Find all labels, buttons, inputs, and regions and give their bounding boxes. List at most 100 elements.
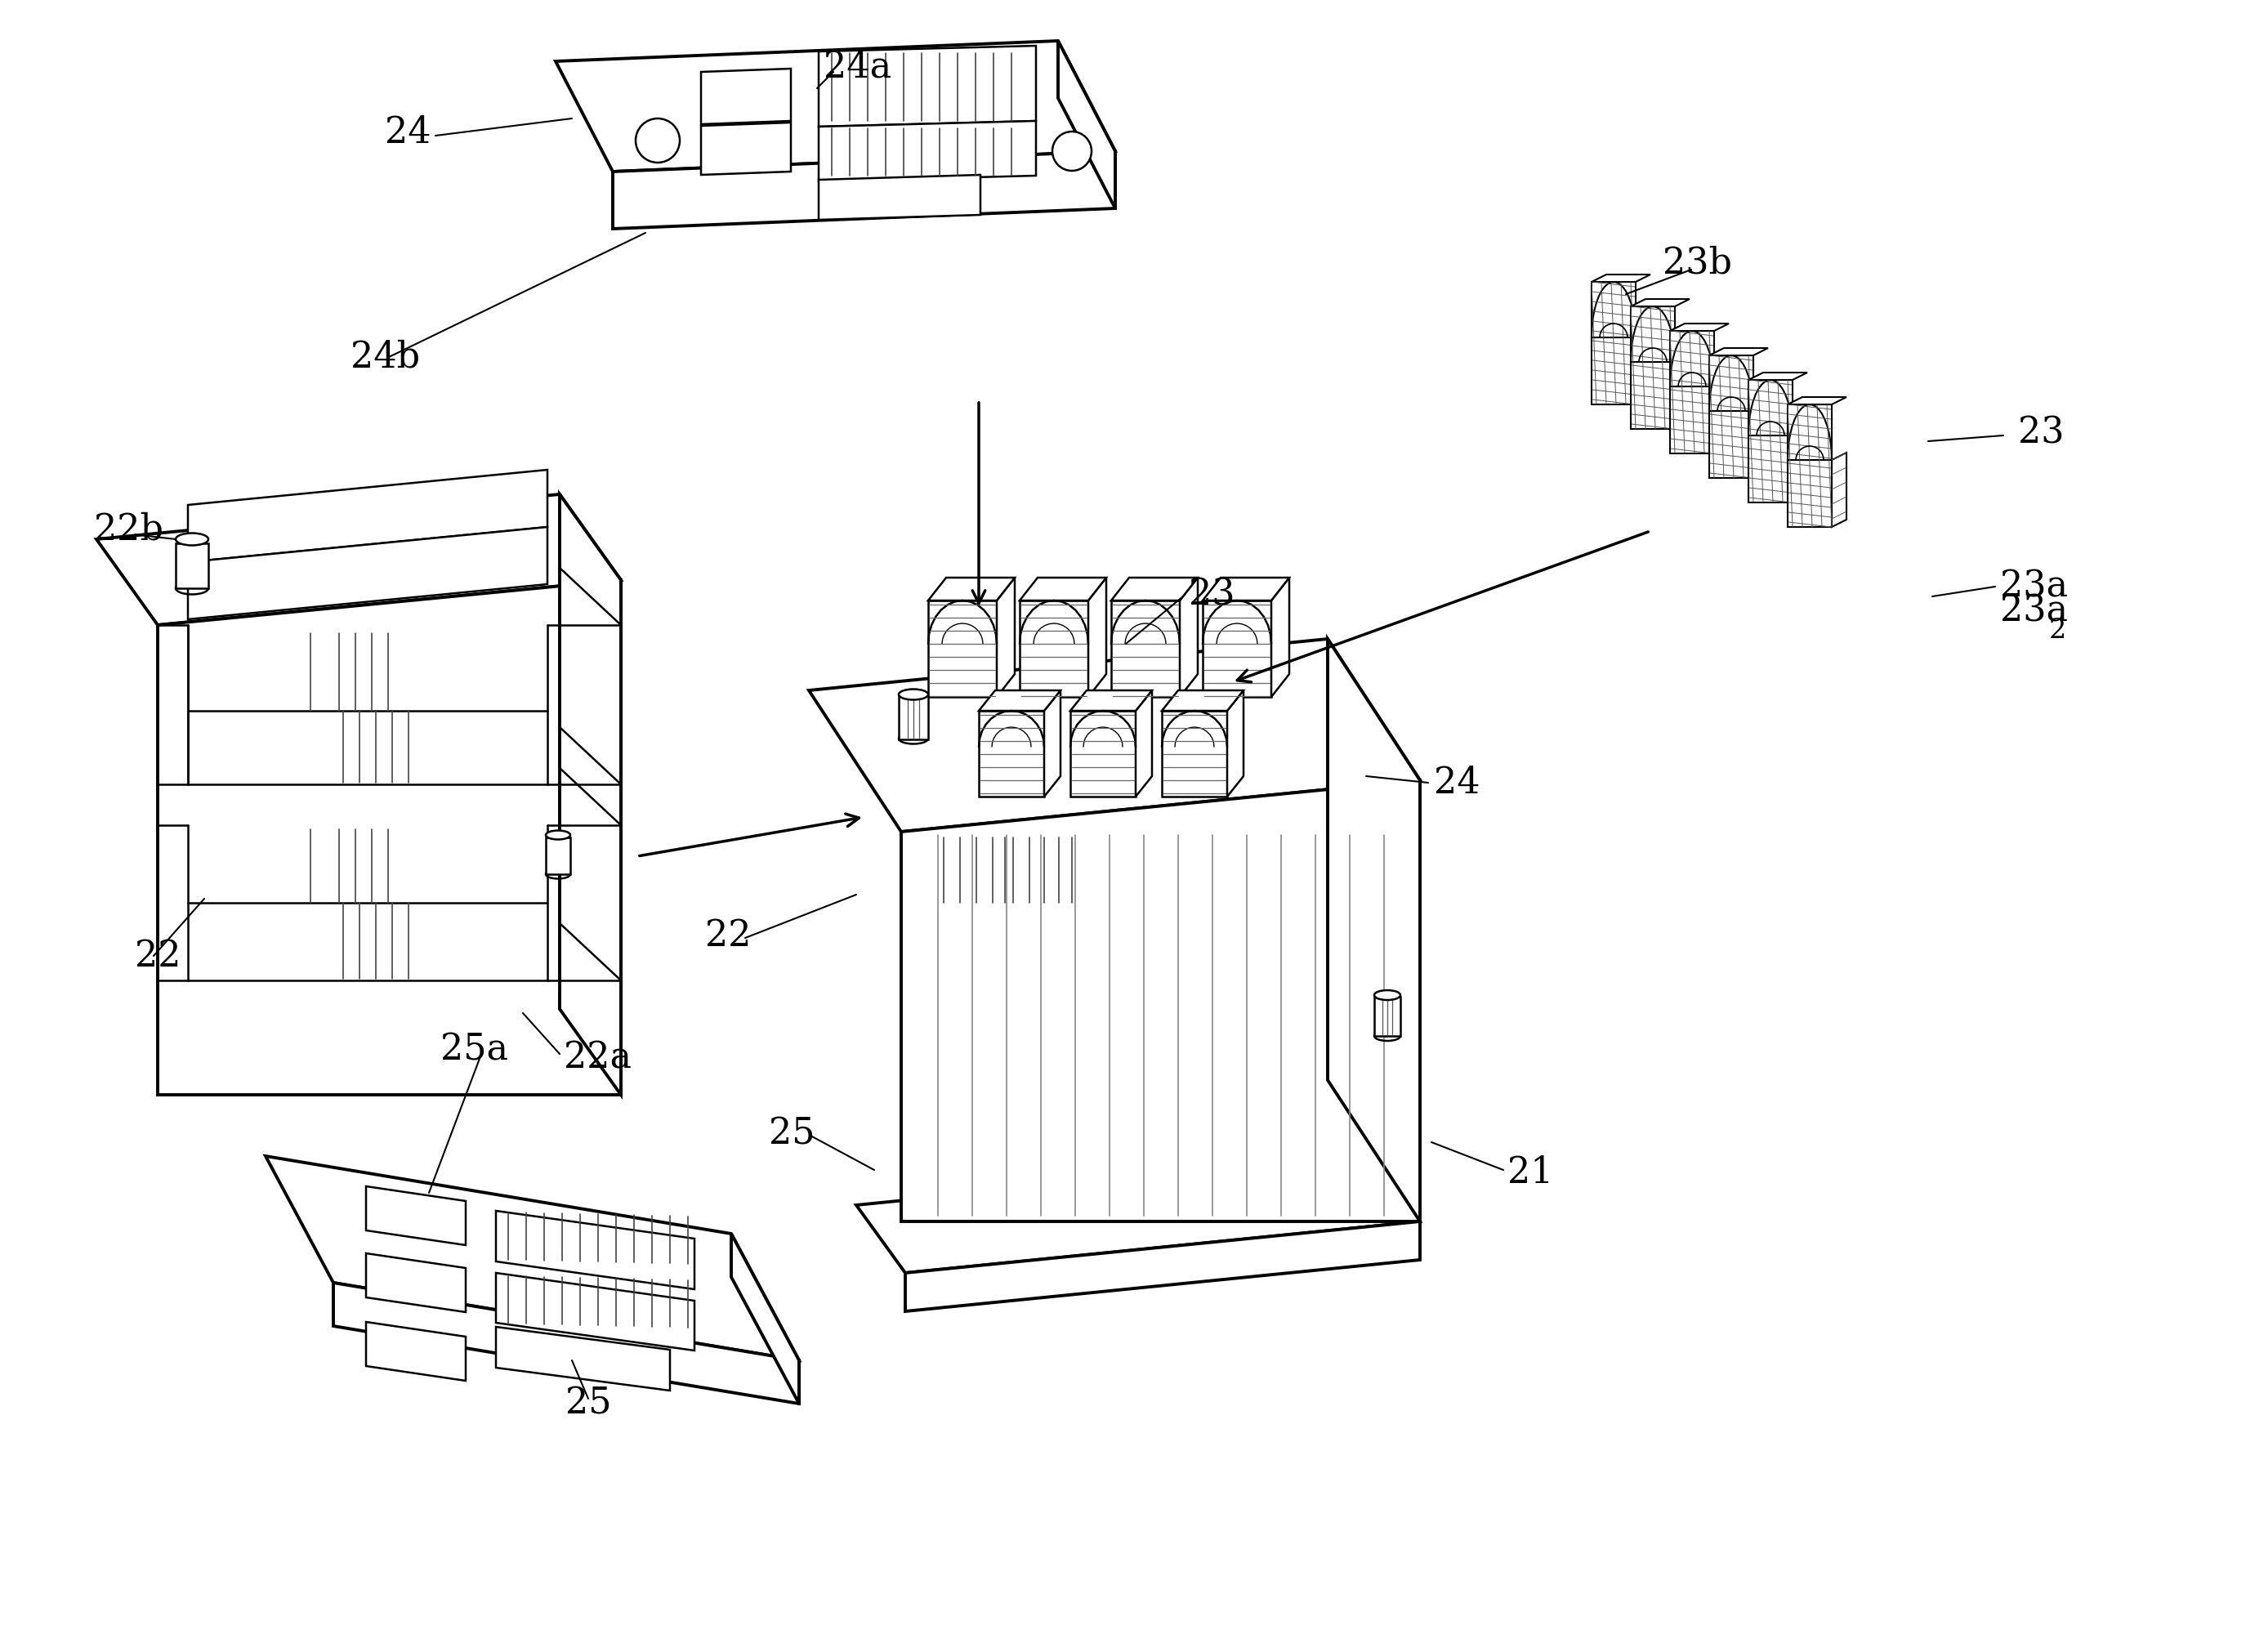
Polygon shape [1676,355,1689,430]
Polygon shape [979,710,1044,796]
Polygon shape [1058,41,1116,208]
Polygon shape [928,601,997,697]
Polygon shape [1788,459,1833,527]
Polygon shape [1714,378,1729,453]
Polygon shape [1709,349,1768,355]
Polygon shape [1792,428,1808,502]
Polygon shape [1202,601,1271,697]
Text: 24: 24 [1433,765,1480,800]
Text: 25: 25 [566,1386,611,1421]
Polygon shape [366,1186,465,1246]
Polygon shape [496,1274,694,1351]
Text: 21: 21 [1507,1155,1554,1189]
Polygon shape [818,121,1035,182]
Text: 2: 2 [2048,618,2066,644]
Text: 25a: 25a [440,1032,508,1067]
Polygon shape [1592,282,1635,337]
Polygon shape [265,1156,800,1360]
Polygon shape [366,1322,465,1381]
Polygon shape [1089,578,1107,697]
Text: 23a: 23a [2001,593,2069,629]
Polygon shape [818,175,982,220]
Polygon shape [366,1254,465,1312]
Text: 24b: 24b [350,339,420,375]
Polygon shape [1161,691,1244,710]
Polygon shape [856,1153,1419,1274]
Polygon shape [818,46,1035,127]
Text: 24a: 24a [824,50,892,84]
Polygon shape [1179,578,1197,697]
Text: 22a: 22a [564,1041,631,1075]
Circle shape [1053,132,1092,170]
Polygon shape [496,1211,694,1289]
Polygon shape [1202,578,1289,601]
Polygon shape [809,639,1419,831]
Polygon shape [1709,355,1754,411]
Polygon shape [1592,274,1651,282]
Text: 23a: 23a [2001,568,2069,605]
Polygon shape [559,494,620,1095]
Polygon shape [1226,691,1244,796]
Polygon shape [97,494,620,624]
Polygon shape [701,122,791,175]
Polygon shape [1020,601,1089,697]
Polygon shape [1136,691,1152,796]
Polygon shape [496,1327,669,1391]
Ellipse shape [898,689,928,700]
Text: 22b: 22b [94,512,164,547]
Ellipse shape [175,534,209,545]
Text: 25: 25 [768,1117,815,1151]
Polygon shape [1709,411,1754,477]
Polygon shape [1112,601,1179,697]
Polygon shape [1071,691,1152,710]
Ellipse shape [1375,990,1399,999]
Polygon shape [1631,362,1676,430]
Polygon shape [189,469,548,562]
Text: 23: 23 [2019,415,2064,451]
Text: 22: 22 [135,938,182,973]
Polygon shape [1788,405,1833,459]
Polygon shape [1747,436,1792,502]
Polygon shape [979,691,1060,710]
Polygon shape [1833,453,1846,527]
Polygon shape [901,780,1419,1221]
Ellipse shape [546,831,570,839]
Polygon shape [1327,639,1419,1221]
Polygon shape [732,1234,800,1404]
Polygon shape [157,580,620,1095]
Polygon shape [905,1221,1419,1312]
Text: 23: 23 [1188,577,1235,613]
Polygon shape [1071,710,1136,796]
Polygon shape [997,578,1015,697]
Polygon shape [1754,403,1768,477]
Polygon shape [555,41,1116,172]
Polygon shape [189,527,548,620]
Polygon shape [175,544,209,588]
Circle shape [636,119,681,162]
Polygon shape [1671,330,1714,387]
Polygon shape [1635,330,1651,405]
Polygon shape [332,1282,800,1404]
Polygon shape [1375,996,1399,1036]
Text: 24: 24 [384,114,431,150]
Polygon shape [898,695,928,740]
Polygon shape [1788,396,1846,405]
Text: 22: 22 [705,919,752,953]
Polygon shape [1671,387,1714,453]
Polygon shape [1671,324,1729,330]
Polygon shape [1631,299,1689,306]
Polygon shape [1747,380,1792,436]
Text: 23b: 23b [1662,246,1732,281]
Polygon shape [1631,306,1676,362]
Polygon shape [546,838,570,874]
Polygon shape [1592,337,1635,405]
Polygon shape [613,150,1116,228]
Polygon shape [701,69,791,124]
Polygon shape [1020,578,1107,601]
Polygon shape [1161,710,1226,796]
Polygon shape [1271,578,1289,697]
Polygon shape [1747,373,1808,380]
Polygon shape [1112,578,1197,601]
Polygon shape [1044,691,1060,796]
Polygon shape [928,578,1015,601]
